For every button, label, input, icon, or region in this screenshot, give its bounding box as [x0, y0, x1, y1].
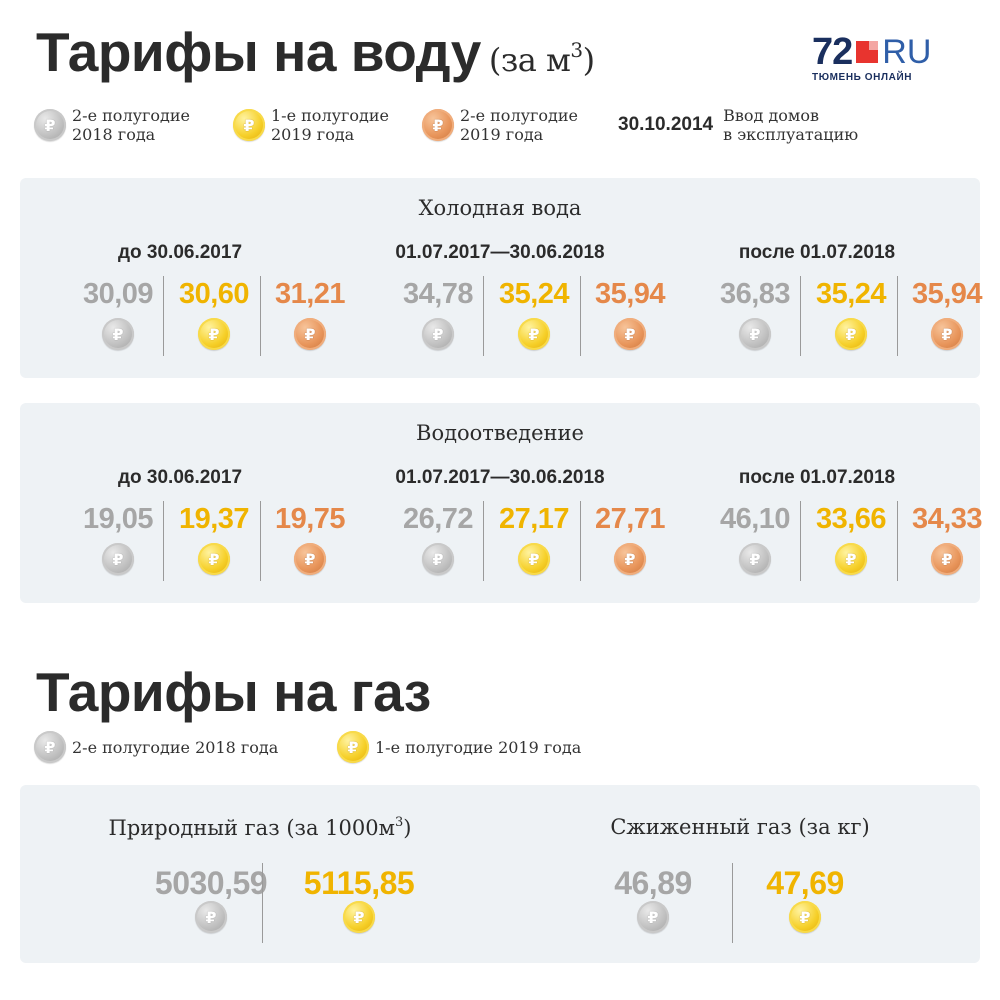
legend-commissioning-date: 30.10.2014 Ввод домов в эксплуатацию	[618, 106, 859, 144]
drainage-title: Водоотведение	[416, 421, 584, 445]
bronze-ruble-coin-icon: ₽	[294, 543, 326, 575]
gold-ruble-coin-icon: ₽	[343, 901, 375, 933]
cold-water-value-1-silver: 30,09 ₽	[70, 278, 166, 358]
silver-ruble-coin-icon: ₽	[195, 901, 227, 933]
logo-ru: RU	[882, 33, 932, 71]
drainage-panel: Водоотведение до 30.06.2017 19,05 ₽19,37 ₽1…	[20, 403, 983, 603]
cold-water-value-2-bronze: 35,94 ₽	[582, 278, 678, 358]
gas-legend-gold: ₽ 1-е полугодие 2019 года	[337, 731, 581, 763]
cold-water-period-1: до 30.06.2017	[117, 242, 243, 263]
cold-water-panel: Холодная вода до 30.06.2017 30,09 ₽30,60 ₽3…	[20, 178, 983, 378]
gold-ruble-coin-icon: ₽	[198, 543, 230, 575]
divider	[897, 501, 898, 581]
divider	[483, 276, 484, 356]
water-tariffs-title: Тарифы на воду	[36, 21, 481, 83]
drainage-value-1-silver: 19,05 ₽	[70, 503, 166, 583]
divider	[580, 276, 581, 356]
silver-ruble-coin-icon: ₽	[637, 901, 669, 933]
divider	[483, 501, 484, 581]
cold-water-period-2: 01.07.2017—30.06.2018	[395, 242, 605, 263]
gas-panel: Природный газ (за 1000м3) Сжиженный газ …	[20, 785, 980, 963]
divider	[163, 501, 164, 581]
logo-square-icon	[856, 41, 879, 63]
cold-water-value-3-bronze: 35,94 ₽	[899, 278, 995, 358]
legend-bronze: ₽ 2-е полугодие 2019 года	[422, 106, 578, 144]
liquefied-gas-title: Сжиженный газ (за кг)	[610, 815, 870, 839]
drainage-value-1-gold: 19,37 ₽	[166, 503, 262, 583]
drainage-value-2-bronze: 27,71 ₽	[582, 503, 678, 583]
drainage-value-3-bronze: 34,33 ₽	[899, 503, 995, 583]
bronze-ruble-coin-icon: ₽	[931, 543, 963, 575]
divider	[262, 863, 263, 943]
cold-water-value-3-silver: 36,83 ₽	[707, 278, 803, 358]
divider	[897, 276, 898, 356]
cold-water-period-3: после 01.07.2018	[738, 242, 896, 263]
silver-ruble-coin-icon: ₽	[422, 543, 454, 575]
natural-gas-value-2018: 5030,59 ₽	[126, 865, 296, 945]
cold-water-title: Холодная вода	[418, 196, 582, 220]
divider	[732, 863, 733, 943]
natural-gas-title: Природный газ (за 1000м3)	[108, 815, 412, 840]
divider	[260, 276, 261, 356]
cold-water-value-1-bronze: 31,21 ₽	[262, 278, 358, 358]
logo-number: 72	[812, 31, 853, 73]
drainage-value-2-silver: 26,72 ₽	[390, 503, 486, 583]
gold-ruble-coin-icon: ₽	[518, 318, 550, 350]
gold-ruble-coin-icon: ₽	[518, 543, 550, 575]
water-tariffs-heading: Тарифы на воду (за м3)	[36, 20, 595, 84]
silver-ruble-coin-icon: ₽	[34, 109, 66, 141]
divider	[800, 501, 801, 581]
cold-water-value-2-silver: 34,78 ₽	[390, 278, 486, 358]
liquefied-gas-value-2018: 46,89 ₽	[568, 865, 738, 945]
silver-ruble-coin-icon: ₽	[102, 318, 134, 350]
gold-ruble-coin-icon: ₽	[835, 318, 867, 350]
bronze-ruble-coin-icon: ₽	[614, 543, 646, 575]
gold-ruble-coin-icon: ₽	[198, 318, 230, 350]
divider	[163, 276, 164, 356]
silver-ruble-coin-icon: ₽	[739, 318, 771, 350]
drainage-value-1-bronze: 19,75 ₽	[262, 503, 358, 583]
gas-tariffs-heading: Тарифы на газ	[36, 661, 431, 723]
water-unit: (за м3)	[488, 38, 595, 79]
drainage-period-2: 01.07.2017—30.06.2018	[395, 467, 605, 488]
cold-water-value-1-gold: 30,60 ₽	[166, 278, 262, 358]
bronze-ruble-coin-icon: ₽	[931, 318, 963, 350]
gold-ruble-coin-icon: ₽	[337, 731, 369, 763]
gas-legend-silver: ₽ 2-е полугодие 2018 года	[34, 731, 278, 763]
silver-ruble-coin-icon: ₽	[422, 318, 454, 350]
cold-water-value-3-gold: 35,24 ₽	[803, 278, 899, 358]
gold-ruble-coin-icon: ₽	[835, 543, 867, 575]
drainage-value-2-gold: 27,17 ₽	[486, 503, 582, 583]
gold-ruble-coin-icon: ₽	[789, 901, 821, 933]
drainage-period-3: после 01.07.2018	[738, 467, 896, 488]
divider	[260, 501, 261, 581]
divider	[580, 501, 581, 581]
commissioning-date: 30.10.2014	[618, 114, 714, 135]
legend-silver: ₽ 2-е полугодие 2018 года	[34, 106, 190, 144]
cold-water-value-2-gold: 35,24 ₽	[486, 278, 582, 358]
silver-ruble-coin-icon: ₽	[102, 543, 134, 575]
divider	[800, 276, 801, 356]
bronze-ruble-coin-icon: ₽	[294, 318, 326, 350]
gold-ruble-coin-icon: ₽	[233, 109, 265, 141]
legend-gold: ₽ 1-е полугодие 2019 года	[233, 106, 389, 144]
drainage-value-3-silver: 46,10 ₽	[707, 503, 803, 583]
logo-subtitle: ТЮМЕНЬ ОНЛАЙН	[812, 72, 913, 83]
drainage-period-1: до 30.06.2017	[117, 467, 243, 488]
silver-ruble-coin-icon: ₽	[34, 731, 66, 763]
silver-ruble-coin-icon: ₽	[739, 543, 771, 575]
bronze-ruble-coin-icon: ₽	[614, 318, 646, 350]
liquefied-gas-value-2019: 47,69 ₽	[720, 865, 890, 945]
brand-logo: 72 RU ТЮМЕНЬ ОНЛАЙН	[812, 31, 972, 86]
natural-gas-value-2019: 5115,85 ₽	[274, 865, 444, 945]
drainage-value-3-gold: 33,66 ₽	[803, 503, 899, 583]
bronze-ruble-coin-icon: ₽	[422, 109, 454, 141]
